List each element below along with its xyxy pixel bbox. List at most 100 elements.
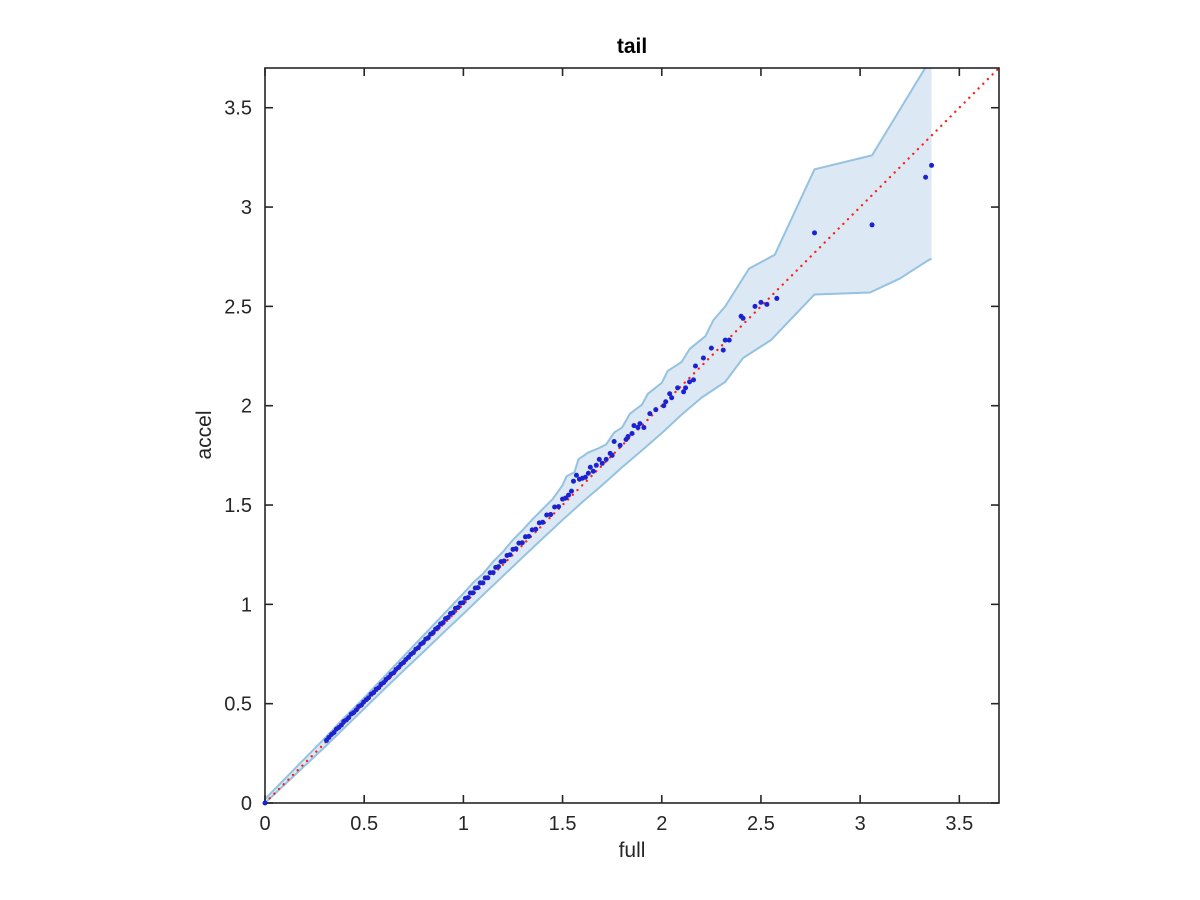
scatter-point xyxy=(675,385,681,391)
scatter-point xyxy=(445,614,451,620)
scatter-point xyxy=(485,575,491,581)
scatter-point xyxy=(641,425,647,431)
scatter-point xyxy=(661,403,667,409)
scatter-point xyxy=(501,558,507,564)
scatter-point xyxy=(460,600,466,606)
scatter-point xyxy=(450,610,456,616)
scatter-point xyxy=(596,456,602,462)
scatter-point xyxy=(490,570,496,576)
y-tick-label: 2.5 xyxy=(224,296,252,318)
scatter-point xyxy=(869,222,875,228)
scatter-point xyxy=(544,512,550,518)
x-tick-label: 2.5 xyxy=(747,813,775,835)
scatter-point xyxy=(687,379,693,385)
scatter-point xyxy=(507,552,513,558)
scatter-point xyxy=(663,399,669,405)
scatter-point xyxy=(631,423,637,429)
scatter-point xyxy=(590,468,596,474)
y-axis-label: accel xyxy=(193,410,216,460)
scatter-point xyxy=(526,533,532,539)
scatter-point xyxy=(430,630,436,636)
scatter-point xyxy=(667,391,673,397)
scatter-point xyxy=(519,540,525,546)
scatter-point xyxy=(540,519,546,525)
y-tick-label: 0 xyxy=(241,793,252,815)
scatter-point xyxy=(726,337,732,343)
scatter-point xyxy=(752,303,758,309)
y-tick-label: 0.5 xyxy=(224,694,252,716)
scatter-point xyxy=(764,301,770,307)
scatter-point xyxy=(566,492,572,498)
scatter-point xyxy=(480,580,486,586)
scatter-point xyxy=(617,442,623,448)
scatter-point xyxy=(475,585,481,591)
scatter-point xyxy=(740,315,746,321)
scatter-point xyxy=(425,635,431,641)
scatter-point xyxy=(338,722,344,728)
scatter-point xyxy=(376,685,382,691)
x-tick-label: 2 xyxy=(656,813,667,835)
scatter-point xyxy=(582,474,588,480)
scatter-point xyxy=(629,431,635,437)
scatter-point xyxy=(435,624,441,630)
scatter-point xyxy=(929,162,935,168)
scatter-point xyxy=(647,411,653,417)
scatter-point xyxy=(556,504,562,510)
scatter-point xyxy=(720,347,726,353)
scatter-point xyxy=(923,174,929,180)
scatter-point xyxy=(495,564,501,570)
axes-box xyxy=(264,67,1000,804)
x-tick-label: 1 xyxy=(458,813,469,835)
scatter-point xyxy=(440,620,446,626)
scatter-point xyxy=(366,695,372,701)
scatter-point xyxy=(262,800,268,806)
scatter-point xyxy=(681,389,687,395)
scatter-point xyxy=(708,345,714,351)
scatter-point xyxy=(599,460,605,466)
scatter-point xyxy=(455,605,461,611)
y-tick-label: 3.5 xyxy=(224,98,252,120)
scatter-point xyxy=(625,433,631,439)
x-tick-label: 3.5 xyxy=(945,813,973,835)
scatter-point xyxy=(548,512,554,518)
scatter-point xyxy=(722,337,728,343)
scatter-point xyxy=(700,355,706,361)
scatter-point xyxy=(692,363,698,369)
scatter-point xyxy=(465,595,471,601)
axes-frame xyxy=(264,67,1000,804)
scatter-point xyxy=(346,715,352,721)
y-tick-label: 2 xyxy=(241,396,252,418)
scatter-point xyxy=(533,526,539,532)
scatter-point xyxy=(568,488,574,494)
scatter-point xyxy=(585,470,591,476)
scatter-point xyxy=(570,478,576,484)
x-tick-label: 0 xyxy=(259,813,270,835)
identity-line xyxy=(265,68,999,803)
x-tick-label: 1.5 xyxy=(549,813,577,835)
scatter-point xyxy=(669,395,675,401)
x-tick-label: 3 xyxy=(855,813,866,835)
scatter-point xyxy=(812,230,818,236)
scatter-point xyxy=(683,385,689,391)
scatter-point xyxy=(690,377,696,383)
scatter-point xyxy=(609,452,615,458)
scatter-point xyxy=(470,590,476,596)
scatter-point xyxy=(758,299,764,305)
scatter-point xyxy=(611,438,617,444)
scatter-point xyxy=(573,472,579,478)
x-axis-label: full xyxy=(618,839,646,862)
band-upper-edge xyxy=(265,68,927,800)
scatter-points xyxy=(262,162,935,806)
scatter-point xyxy=(513,546,519,552)
y-tick-label: 1 xyxy=(241,594,252,616)
band-lower-edge xyxy=(265,257,932,803)
scatter-point xyxy=(637,421,643,427)
band-fill xyxy=(265,68,932,803)
scatter-point xyxy=(587,464,593,470)
scatter-point xyxy=(415,645,421,651)
scatter-point xyxy=(552,504,558,510)
scatter-point xyxy=(774,295,780,301)
scatter-point xyxy=(593,462,599,468)
